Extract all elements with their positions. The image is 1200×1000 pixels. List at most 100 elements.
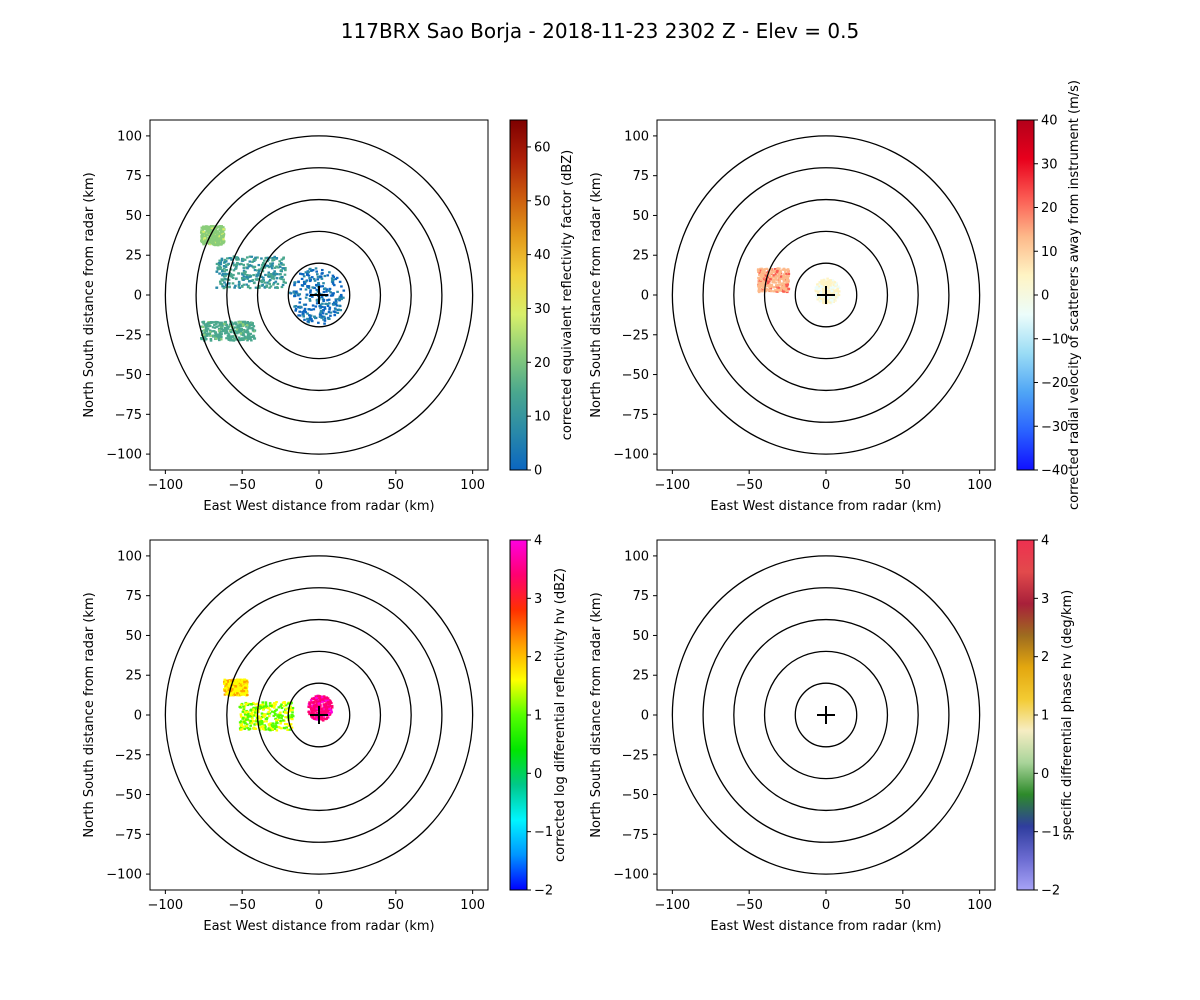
echo-pixel <box>274 703 277 706</box>
echo-pixel <box>785 280 789 283</box>
range-ring <box>702 587 950 843</box>
echo-pixel <box>223 693 227 696</box>
echo-pixel <box>222 278 226 281</box>
echo-pixel <box>254 703 257 706</box>
echo-pixel <box>231 322 235 325</box>
echo-pixel <box>331 292 334 295</box>
echo-pixel <box>774 268 777 271</box>
colorbar-tick-label: 3 <box>534 592 542 607</box>
echo-pixel <box>268 712 272 715</box>
echo-pixel <box>229 336 232 339</box>
echo-pixel <box>314 267 318 270</box>
echo-pixel <box>225 326 228 329</box>
echo-pixel <box>253 268 257 272</box>
echo-pixel <box>254 727 258 730</box>
echo-pixel <box>275 265 278 268</box>
range-rings <box>671 555 981 875</box>
echo-pixel <box>269 273 273 276</box>
echo-pixel <box>307 274 311 277</box>
echo-pixel <box>297 305 300 308</box>
echo-pixel <box>269 285 273 288</box>
echo-pixel <box>819 292 822 295</box>
echo-pixel <box>258 705 262 708</box>
echo-pixel <box>326 302 329 306</box>
echo-pixel <box>272 273 275 276</box>
echo-pixel <box>257 272 260 275</box>
echo-pixel <box>242 258 245 261</box>
echo-pixel <box>212 242 216 245</box>
echo-pixel <box>263 259 266 262</box>
echo-pixel <box>229 274 233 277</box>
echo-pixel <box>323 307 327 310</box>
echo-pixel <box>283 701 286 704</box>
echo-pixel <box>772 290 776 293</box>
echo-pixel <box>275 701 278 704</box>
echo-pixel <box>243 727 247 731</box>
echo-pixel <box>819 299 822 303</box>
echo-pixel <box>284 269 287 272</box>
echo-pixel <box>308 308 311 311</box>
echo-pixel <box>761 285 765 288</box>
radar-location-marker <box>310 706 328 724</box>
echo-pixel <box>223 688 226 691</box>
radar-location-marker <box>310 286 328 304</box>
echo-pixel <box>222 265 226 268</box>
echo-pixel <box>260 706 263 710</box>
echo-pixel <box>204 324 207 327</box>
echo-pixel <box>775 278 779 281</box>
echo-pixel <box>329 314 332 317</box>
colorbar-label: corrected log differential reflectivity … <box>553 568 568 862</box>
echo-pixel <box>219 239 222 242</box>
echo-pixel <box>215 243 219 246</box>
echo-pixel <box>201 240 205 244</box>
x-tick-label: 50 <box>895 898 912 913</box>
echo-pixel <box>205 330 209 333</box>
echo-pixel <box>306 272 309 275</box>
echo-pixel <box>765 284 769 288</box>
echo-pixel <box>837 293 841 297</box>
echo-pixel <box>218 272 221 275</box>
echo-pixel <box>302 315 305 318</box>
echo-pixel <box>259 722 262 725</box>
echo-pixel <box>277 715 281 718</box>
echo-pixel <box>201 228 205 231</box>
echo-pixel <box>247 326 251 330</box>
echo-pixel <box>331 278 335 281</box>
echo-pixel <box>265 284 269 287</box>
echo-pixel <box>787 280 790 283</box>
echo-pixel <box>219 260 223 264</box>
echo-pixel <box>230 336 234 339</box>
echo-pixel <box>315 273 319 276</box>
echo-pixel <box>327 701 331 704</box>
echo-pixel <box>248 323 252 327</box>
echo-pixel <box>317 282 320 285</box>
colorbar-tick-label: −40 <box>1041 464 1068 479</box>
echo-pixel <box>777 275 781 278</box>
echo-pixel <box>284 267 287 270</box>
echo-pixel <box>323 322 326 325</box>
echo-pixel <box>783 276 786 279</box>
echo-pixel <box>224 264 228 267</box>
echo-pixel <box>320 711 323 715</box>
echo-pixel <box>237 679 241 682</box>
echo-pixel <box>220 270 224 273</box>
echo-pixel <box>761 274 765 278</box>
echo-pixel <box>270 704 273 707</box>
echo-pixel <box>209 337 213 341</box>
echo-pixel <box>304 288 308 291</box>
echo-pixel <box>784 276 788 280</box>
echo-pixel <box>320 272 324 275</box>
echo-pixel <box>834 296 838 299</box>
echo-pixel <box>758 282 761 286</box>
echo-pixel <box>308 298 312 301</box>
echo-pixel <box>229 689 233 693</box>
echo-pixel <box>235 265 238 268</box>
echo-pixel <box>320 696 324 699</box>
echo-pixel <box>318 285 322 288</box>
echo-pixel <box>320 315 324 318</box>
echo-pixel <box>233 286 236 289</box>
echo-pixel <box>261 703 265 706</box>
echo-pixel <box>204 338 208 341</box>
echo-pixel <box>252 281 256 285</box>
echo-pixel <box>243 678 247 681</box>
